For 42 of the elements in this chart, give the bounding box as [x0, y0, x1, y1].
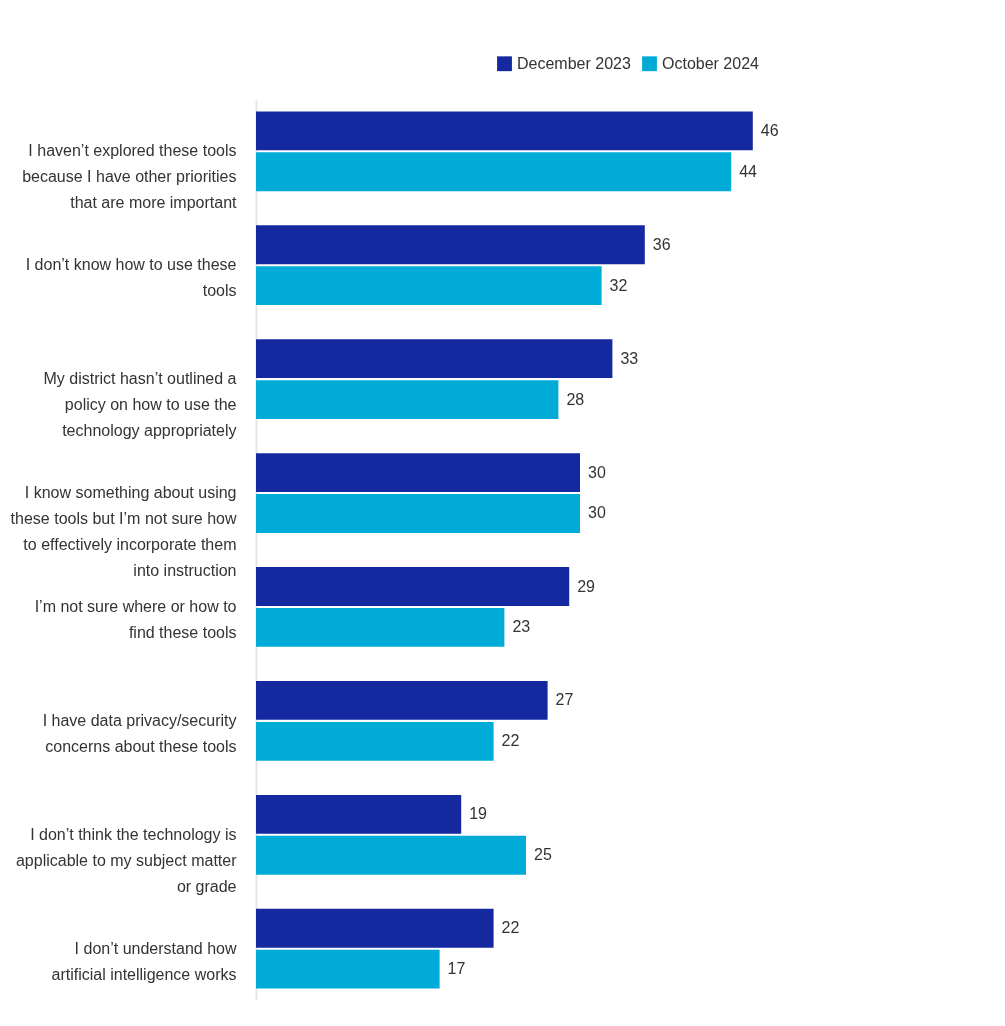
data-label: 25	[534, 846, 552, 864]
data-label: 29	[577, 577, 596, 595]
data-label: 17	[447, 960, 466, 978]
y-tick-label: I don’t think the technology is applicable to my subject matter or grade	[15, 825, 238, 895]
data-label: 32	[609, 276, 628, 294]
data-label: 33	[620, 349, 639, 367]
data-label: 28	[566, 390, 585, 408]
y-tick-label: My district hasn’t outlined a policy on how to use the technology appropriately	[43, 370, 237, 440]
data-label: 30	[588, 504, 606, 522]
bar	[256, 266, 602, 306]
bar	[256, 152, 732, 192]
bar	[256, 681, 548, 720]
bar	[256, 380, 559, 419]
y-tick-label: I don’t understand how artificial intelligence works	[51, 939, 237, 983]
y-tick-label: I don’t know how to use these tools	[25, 256, 237, 300]
data-label: 27	[555, 691, 574, 709]
bar	[256, 111, 753, 151]
y-tick-label: I know something about using these tools but I’m not sure how to effectively incorporate them into instruction	[10, 484, 237, 580]
data-label: 44	[739, 162, 758, 180]
bar	[256, 908, 494, 948]
legend-label: December 2023	[517, 54, 631, 72]
data-label: 36	[652, 235, 671, 253]
y-tick-label: I’m not sure where or how to find these tools	[34, 597, 237, 641]
bar	[256, 721, 494, 761]
bar	[256, 949, 440, 989]
bar	[256, 835, 526, 875]
bar	[256, 494, 580, 533]
data-label: 19	[469, 805, 488, 823]
y-tick-label: I haven’t explored these tools because I have other priorities that are more important	[22, 142, 238, 212]
legend-label: October 2024	[662, 54, 760, 72]
data-label: 22	[501, 732, 520, 750]
bar	[256, 794, 462, 834]
bar	[256, 453, 580, 493]
data-label: 30	[588, 463, 606, 481]
y-tick-label: I have data privacy/security concerns about these tools	[42, 711, 237, 755]
bar	[256, 339, 613, 379]
bar	[256, 607, 505, 647]
data-label: 23	[512, 618, 531, 636]
bar	[256, 567, 570, 606]
data-label: 46	[760, 121, 779, 139]
data-label: 22	[501, 919, 520, 937]
bar	[256, 225, 645, 265]
